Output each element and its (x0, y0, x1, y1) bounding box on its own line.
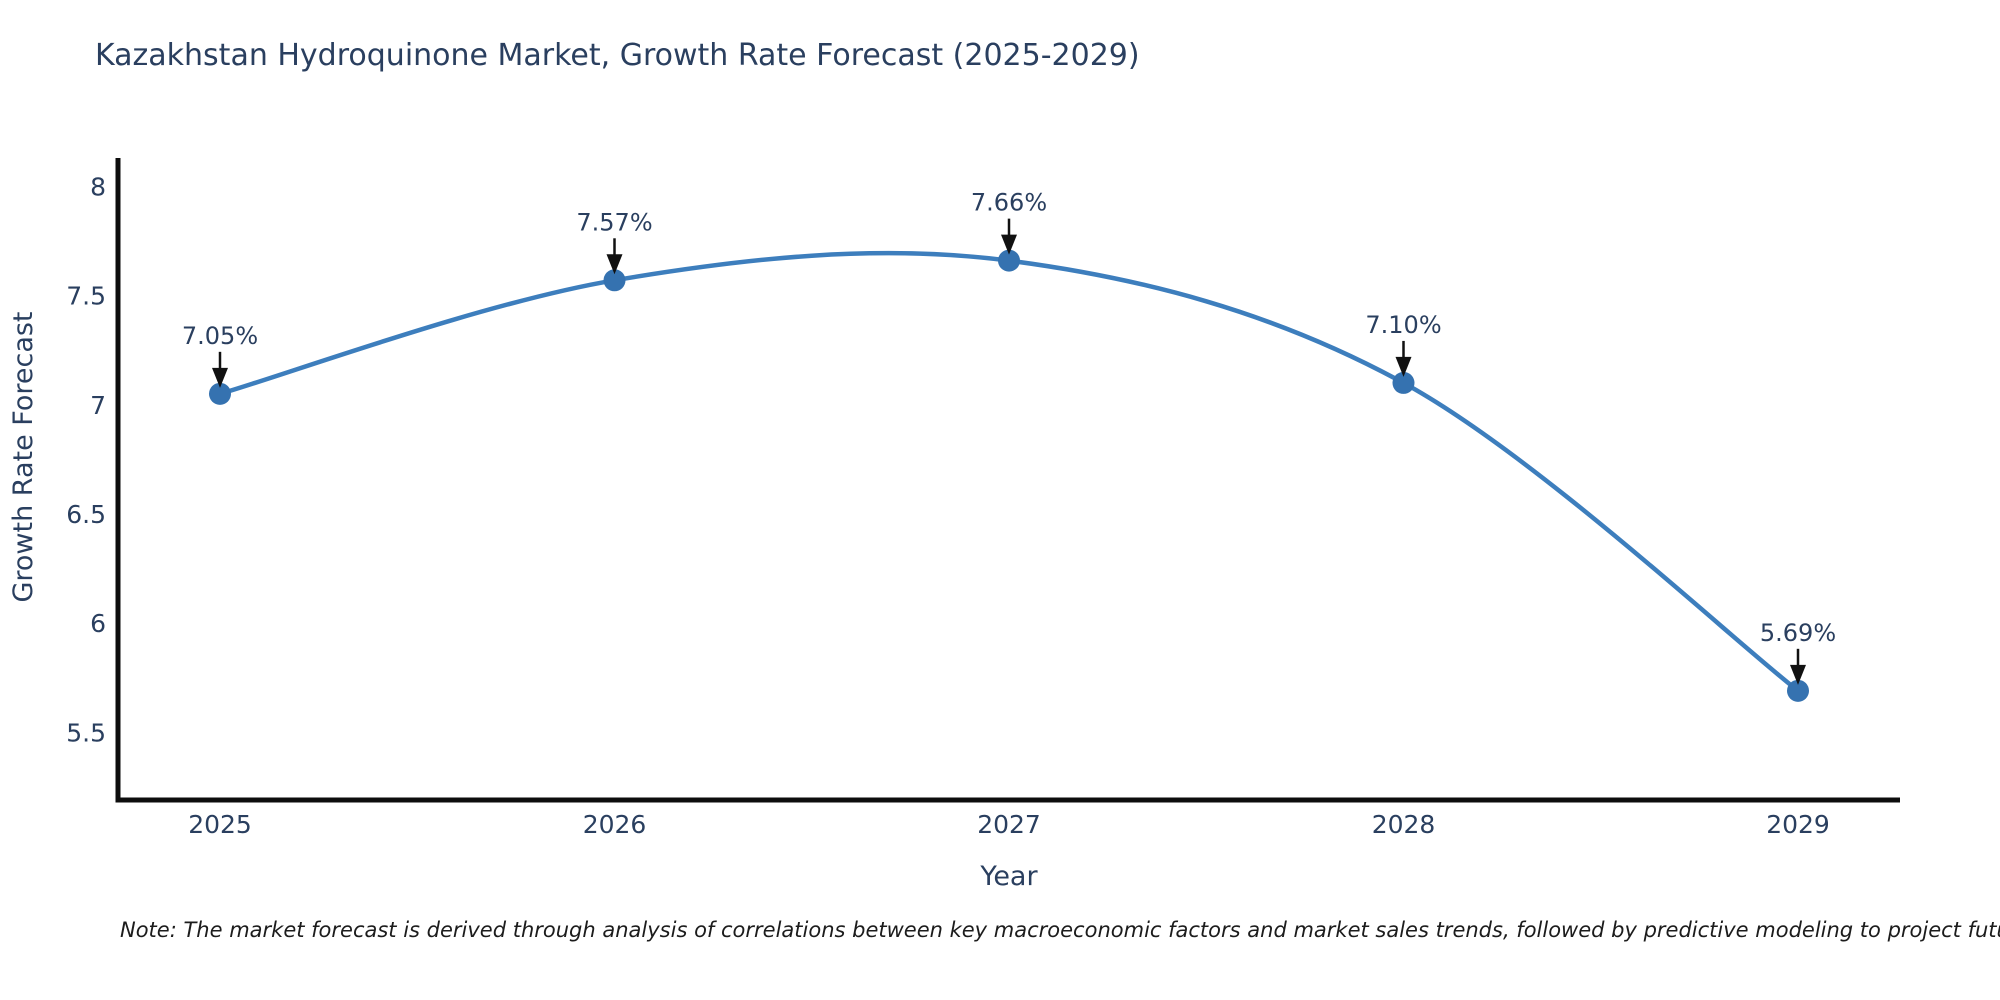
y-tick-label: 6 (90, 609, 106, 638)
data-point-label: 7.05% (182, 322, 258, 350)
data-point-marker (603, 269, 626, 292)
annotation-arrowhead (212, 367, 228, 388)
annotation-arrowhead (606, 254, 623, 275)
x-tick-label: 2028 (1372, 810, 1436, 839)
y-tick-label: 6.5 (66, 500, 106, 529)
y-tick-label: 5.5 (66, 718, 106, 747)
annotation-arrowhead (1001, 234, 1017, 255)
y-tick-label: 8 (90, 172, 106, 201)
annotation-arrowhead (1790, 664, 1806, 685)
data-point-label: 7.10% (1365, 311, 1441, 339)
x-tick-label: 2025 (188, 810, 252, 839)
annotation-arrowhead (1395, 356, 1412, 377)
x-tick-label: 2027 (977, 810, 1041, 839)
data-point-marker (1392, 371, 1415, 394)
data-point-label: 5.69% (1760, 619, 1836, 647)
y-tick-label: 7.5 (66, 282, 106, 311)
y-tick-label: 7 (90, 391, 106, 420)
x-tick-label: 2029 (1766, 810, 1830, 839)
data-point-marker (1787, 679, 1809, 702)
x-axis-title: Year (979, 861, 1038, 892)
x-tick-label: 2026 (583, 810, 647, 839)
data-point-label: 7.66% (971, 189, 1047, 217)
chart-title: Kazakhstan Hydroquinone Market, Growth R… (95, 38, 1140, 73)
y-axis-title: Growth Rate Forecast (8, 311, 39, 602)
data-point-label: 7.57% (576, 208, 652, 236)
forecast-line (217, 250, 1801, 694)
data-point-marker (209, 382, 231, 405)
data-point-marker (998, 249, 1020, 272)
footnote: Note: The market forecast is derived thr… (120, 918, 2000, 942)
